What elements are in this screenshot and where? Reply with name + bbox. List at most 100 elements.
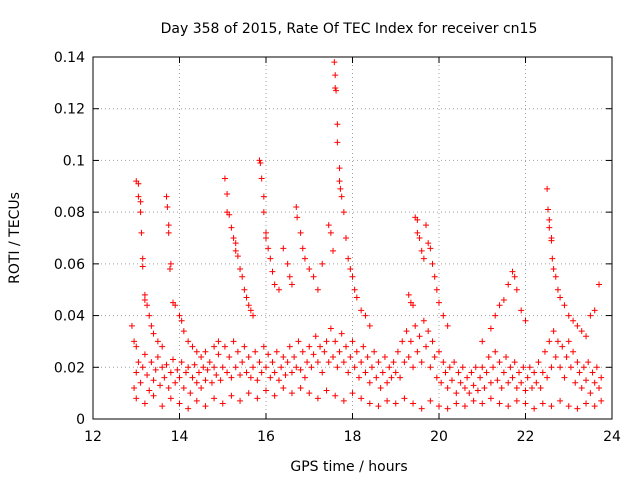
data-point — [256, 157, 263, 164]
data-point — [314, 395, 321, 402]
data-point — [159, 343, 166, 350]
data-point — [394, 348, 401, 355]
data-point — [496, 302, 503, 309]
data-point — [479, 364, 486, 371]
data-point — [574, 359, 581, 366]
data-point — [219, 364, 226, 371]
data-point — [496, 400, 503, 407]
data-point — [237, 372, 244, 379]
data-point — [193, 379, 200, 386]
data-point — [150, 377, 157, 384]
data-point — [176, 312, 183, 319]
data-point — [457, 379, 464, 386]
data-point — [565, 312, 572, 319]
data-point — [150, 330, 157, 337]
data-point — [353, 348, 360, 355]
data-point — [165, 222, 172, 229]
data-point — [598, 397, 605, 404]
data-point — [401, 359, 408, 366]
data-point — [146, 387, 153, 394]
data-point — [293, 364, 300, 371]
data-point — [128, 322, 135, 329]
data-point — [254, 395, 261, 402]
data-point — [583, 400, 590, 407]
data-point — [472, 364, 479, 371]
data-point — [549, 255, 556, 262]
data-point — [280, 353, 287, 360]
data-point — [349, 273, 356, 280]
data-point — [425, 328, 432, 335]
data-point — [446, 364, 453, 371]
data-point — [366, 400, 373, 407]
data-point — [427, 245, 434, 252]
data-point — [265, 245, 272, 252]
data-point — [332, 392, 339, 399]
data-point — [358, 307, 365, 314]
x-tick-label: 12 — [84, 429, 102, 445]
data-point — [461, 384, 468, 391]
data-point — [544, 206, 551, 213]
data-point — [509, 374, 516, 381]
data-point — [291, 353, 298, 360]
data-point — [263, 387, 269, 394]
data-point — [522, 317, 529, 324]
data-point — [331, 59, 338, 66]
data-point — [358, 359, 365, 366]
data-point — [256, 359, 263, 366]
data-point — [288, 390, 295, 397]
data-point — [226, 211, 233, 218]
data-point — [522, 400, 529, 407]
data-point — [141, 400, 148, 407]
data-point — [325, 222, 332, 229]
y-tick-label: 0.06 — [54, 257, 85, 273]
data-point — [405, 353, 412, 360]
data-point — [358, 395, 365, 402]
data-point — [347, 266, 354, 273]
data-point — [137, 209, 144, 216]
data-point — [208, 379, 215, 386]
data-point — [574, 322, 581, 329]
data-point — [336, 348, 343, 355]
data-point — [570, 317, 577, 324]
y-axis-label: ROTI / TECUs — [7, 192, 23, 284]
data-point — [135, 180, 142, 187]
data-point — [578, 328, 585, 335]
data-point — [509, 268, 516, 275]
data-point — [526, 364, 533, 371]
data-point — [507, 364, 514, 371]
data-point — [410, 364, 417, 371]
data-point — [468, 369, 475, 376]
data-point — [379, 369, 386, 376]
data-point — [561, 302, 568, 309]
data-point — [362, 312, 369, 319]
data-point — [429, 260, 436, 267]
data-point — [221, 343, 228, 350]
data-point — [286, 343, 293, 350]
data-point — [228, 374, 235, 381]
data-point — [496, 359, 503, 366]
data-point — [215, 338, 222, 345]
data-point — [399, 338, 406, 345]
data-point — [191, 361, 198, 368]
data-point — [185, 338, 192, 345]
data-point — [360, 343, 367, 350]
data-point — [139, 255, 146, 262]
data-point — [314, 359, 321, 366]
data-point — [263, 235, 269, 241]
data-point — [565, 403, 572, 410]
data-point — [195, 369, 202, 376]
data-points — [128, 59, 605, 412]
data-point — [178, 359, 185, 366]
data-point — [131, 338, 138, 345]
data-point — [470, 397, 477, 404]
data-point — [211, 395, 218, 402]
data-point — [565, 338, 572, 345]
data-point — [343, 343, 350, 350]
data-point — [487, 379, 494, 386]
data-point — [505, 379, 512, 386]
data-point — [310, 273, 317, 280]
data-point — [180, 328, 187, 335]
data-point — [319, 260, 326, 267]
data-point — [280, 245, 287, 252]
